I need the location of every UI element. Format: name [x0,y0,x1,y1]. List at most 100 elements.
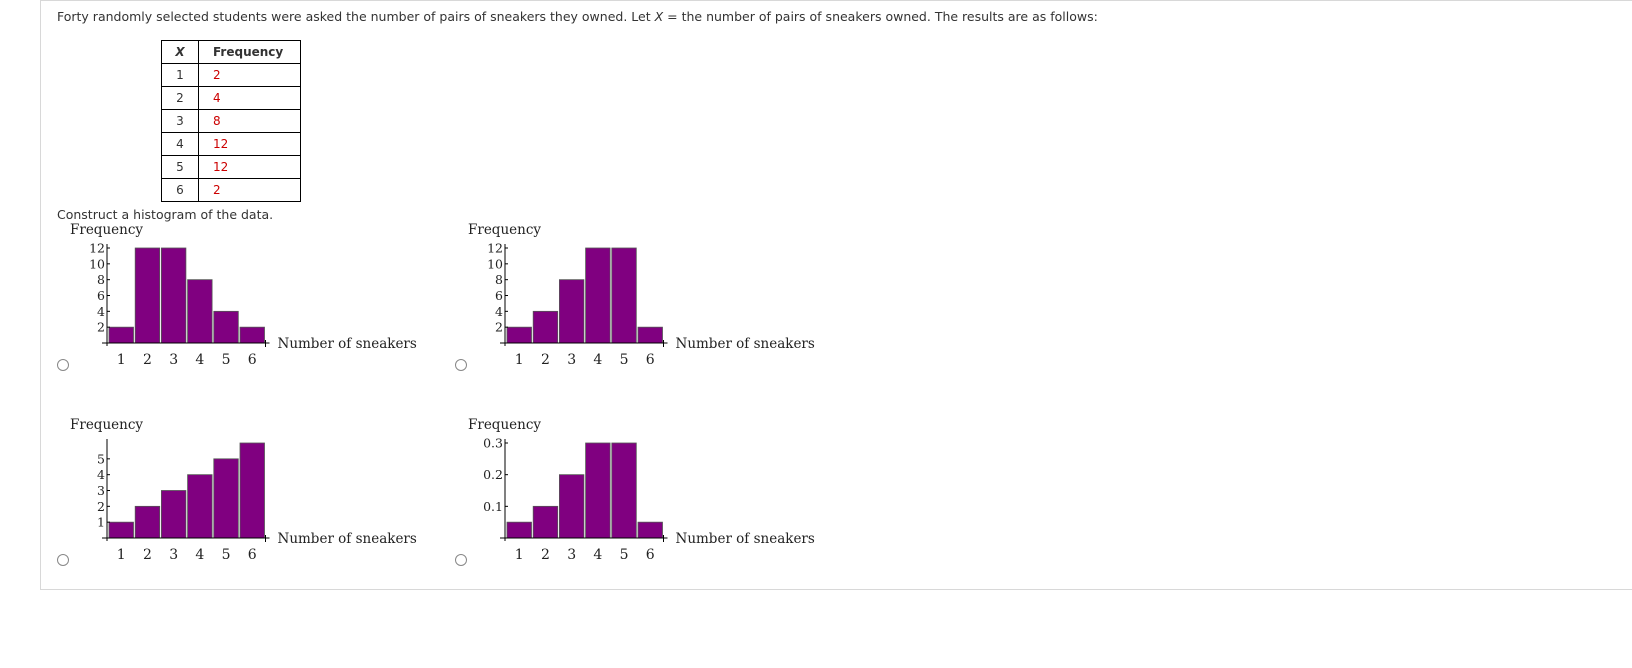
histogram-bar [559,279,585,344]
histogram-bar [585,247,611,344]
cell-x: 3 [161,109,199,133]
x-tick-label: 5 [620,352,629,368]
x-axis-label: Number of sneakers [278,531,417,547]
y-tick-label: 6 [495,288,503,303]
y-tick-label: 0.3 [483,436,503,451]
y-tick-label: 10 [89,256,105,271]
cell-x: 4 [161,132,199,156]
x-tick-label: 6 [646,352,655,368]
table-row: 5 12 [161,155,301,179]
histogram-bar [134,505,161,539]
question-panel [40,0,1632,590]
cell-frequency: 2 [198,63,301,87]
histogram-bar [506,326,532,344]
x-tick-label: 1 [515,352,524,368]
histogram-bar [532,505,559,539]
y-axis-label: Frequency [468,222,541,238]
histogram-option-a: Frequency 2 4 6 8 10 12 1 2 3 4 5 6 Number of sneaker… [70,220,470,380]
y-tick-label: 4 [495,304,503,319]
histogram-bar [239,442,265,539]
x-tick-label: 4 [195,352,204,368]
x-tick-label: 6 [646,547,655,563]
x-tick-label: 3 [567,352,576,368]
histogram-bar [213,310,239,344]
y-tick-label: 0.2 [483,467,503,482]
table-row: 4 12 [161,132,301,156]
header-frequency: Frequency [198,40,301,64]
x-tick-label: 2 [541,547,550,563]
question-intro: Forty randomly selected students were as… [57,9,1098,24]
y-tick-label: 3 [97,483,105,498]
x-axis-label: Number of sneakers [676,336,815,352]
cell-frequency: 12 [198,155,301,179]
histogram-bar [213,458,239,539]
x-tick-label: 4 [195,547,204,563]
radio-option-d[interactable] [455,554,467,566]
histogram-option-b: Frequency 2 4 6 8 10 12 1 2 3 4 5 6 Number of sneaker… [468,220,868,380]
histogram-option-c: Frequency 1 2 3 4 5 1 2 3 4 5 6 Number of sneakers [70,415,470,575]
y-tick-label: 12 [89,241,105,256]
y-tick-label: 0.1 [483,499,503,514]
cell-frequency: 8 [198,109,301,133]
y-tick-label: 8 [97,272,105,287]
radio-option-a[interactable] [57,359,69,371]
x-tick-label: 1 [117,547,126,563]
histogram-bar [637,521,663,539]
y-tick-label: 1 [97,515,105,530]
cell-x: 2 [161,86,199,110]
cell-x: 6 [161,178,199,202]
y-tick-label: 8 [495,272,503,287]
histogram-bar [134,247,161,344]
x-tick-label: 5 [620,547,629,563]
histogram-bar [108,326,134,344]
x-tick-label: 6 [248,547,257,563]
y-tick-label: 4 [97,304,105,319]
x-tick-label: 1 [117,352,126,368]
y-axis-label: Frequency [70,222,143,238]
histogram-bar [532,310,559,344]
x-tick-label: 2 [143,352,152,368]
y-tick-label: 6 [97,288,105,303]
y-axis-label: Frequency [70,417,143,433]
x-tick-label: 2 [541,352,550,368]
x-tick-label: 6 [248,352,257,368]
histogram-bar [239,326,265,344]
radio-option-b[interactable] [455,359,467,371]
y-tick-label: 10 [487,256,503,271]
x-axis-label: Number of sneakers [278,336,417,352]
x-tick-label: 2 [143,547,152,563]
histogram-bar [585,442,611,539]
histogram-bar [611,247,637,344]
histogram-bar [187,474,213,539]
cell-x: 1 [161,63,199,87]
cell-frequency: 12 [198,132,301,156]
x-tick-label: 4 [593,352,602,368]
y-tick-label: 12 [487,241,503,256]
histogram-bar [611,442,637,539]
cell-x: 5 [161,155,199,179]
radio-option-c[interactable] [57,554,69,566]
y-tick-label: 2 [495,320,503,335]
table-header-row: X Frequency [161,40,301,64]
histogram-bar [559,474,585,539]
histogram-option-d: Frequency 0.1 0.2 0.3 1 2 3 4 5 6 Number of sneake… [468,415,868,575]
prompt-text: Construct a histogram of the data. [57,207,274,222]
x-tick-label: 5 [222,352,231,368]
x-tick-label: 4 [593,547,602,563]
x-axis-label: Number of sneakers [676,531,815,547]
histogram-bar [161,247,187,344]
histogram-bar [506,521,532,539]
x-tick-label: 3 [567,547,576,563]
histogram-bar [108,521,134,539]
cell-frequency: 2 [198,178,301,202]
y-tick-label: 4 [97,467,105,482]
x-tick-label: 3 [169,352,178,368]
x-tick-label: 1 [515,547,524,563]
y-tick-label: 2 [97,499,105,514]
y-tick-label: 5 [97,451,105,466]
y-axis-label: Frequency [468,417,541,433]
